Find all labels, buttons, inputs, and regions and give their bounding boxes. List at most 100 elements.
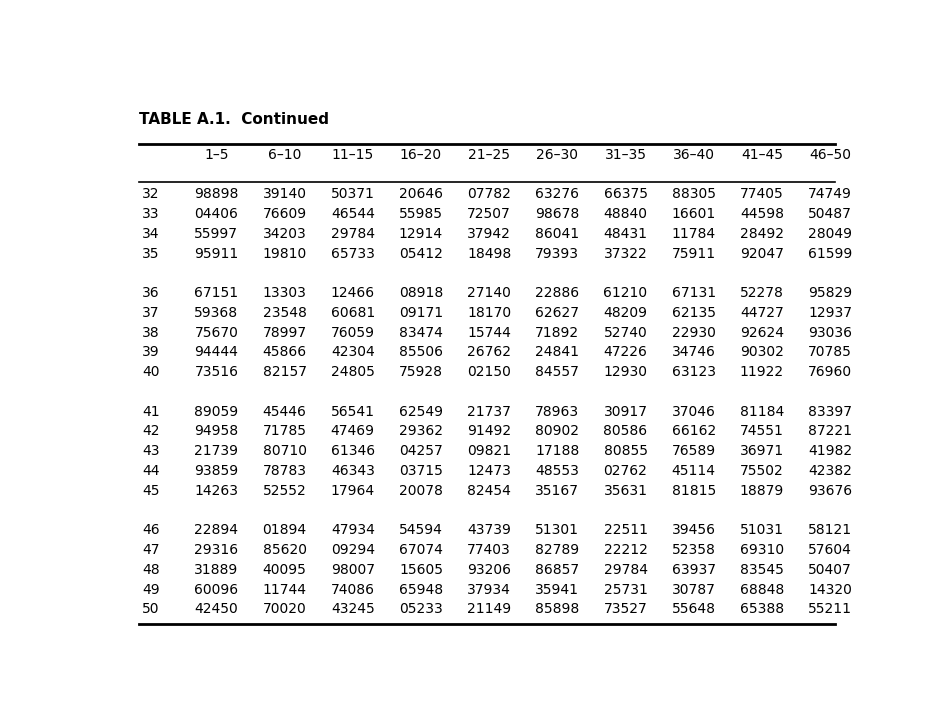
Text: 47934: 47934 bbox=[330, 523, 374, 537]
Text: 09171: 09171 bbox=[399, 306, 443, 320]
Text: 93206: 93206 bbox=[467, 563, 511, 577]
Text: 13303: 13303 bbox=[263, 286, 306, 300]
Text: 94958: 94958 bbox=[195, 425, 239, 438]
Text: 86857: 86857 bbox=[535, 563, 579, 577]
Text: 16601: 16601 bbox=[671, 207, 716, 221]
Text: 83397: 83397 bbox=[808, 405, 852, 419]
Text: 32: 32 bbox=[142, 187, 160, 201]
Text: 48840: 48840 bbox=[604, 207, 648, 221]
Text: 56541: 56541 bbox=[330, 405, 374, 419]
Text: 03715: 03715 bbox=[399, 464, 443, 478]
Text: 17188: 17188 bbox=[535, 444, 579, 458]
Text: 61346: 61346 bbox=[330, 444, 374, 458]
Text: 42304: 42304 bbox=[331, 345, 374, 360]
Text: 66162: 66162 bbox=[671, 425, 716, 438]
Text: 68848: 68848 bbox=[739, 583, 784, 596]
Text: 93036: 93036 bbox=[808, 325, 852, 340]
Text: 88305: 88305 bbox=[672, 187, 716, 201]
Text: 12937: 12937 bbox=[808, 306, 852, 320]
Text: 80586: 80586 bbox=[604, 425, 648, 438]
Text: 6–10: 6–10 bbox=[268, 148, 301, 162]
Text: 59368: 59368 bbox=[195, 306, 239, 320]
Text: 67074: 67074 bbox=[399, 543, 443, 557]
Text: 38: 38 bbox=[142, 325, 160, 340]
Text: 82454: 82454 bbox=[467, 484, 511, 498]
Text: 29784: 29784 bbox=[330, 227, 374, 241]
Text: 39: 39 bbox=[142, 345, 160, 360]
Text: 02150: 02150 bbox=[467, 365, 511, 379]
Text: 62549: 62549 bbox=[399, 405, 443, 419]
Text: 35941: 35941 bbox=[535, 583, 579, 596]
Text: 76609: 76609 bbox=[262, 207, 307, 221]
Text: 76589: 76589 bbox=[672, 444, 716, 458]
Text: 45114: 45114 bbox=[672, 464, 716, 478]
Text: 20646: 20646 bbox=[399, 187, 443, 201]
Text: 67151: 67151 bbox=[195, 286, 239, 300]
Text: 44727: 44727 bbox=[740, 306, 783, 320]
Text: 12473: 12473 bbox=[467, 464, 511, 478]
Text: 29784: 29784 bbox=[604, 563, 648, 577]
Text: 33: 33 bbox=[142, 207, 160, 221]
Text: 93676: 93676 bbox=[808, 484, 852, 498]
Text: 26–30: 26–30 bbox=[536, 148, 578, 162]
Text: 75911: 75911 bbox=[672, 247, 716, 260]
Text: 67131: 67131 bbox=[672, 286, 716, 300]
Text: 85506: 85506 bbox=[399, 345, 443, 360]
Text: 16–20: 16–20 bbox=[400, 148, 442, 162]
Text: 43: 43 bbox=[142, 444, 160, 458]
Text: 73527: 73527 bbox=[604, 603, 648, 616]
Text: 98007: 98007 bbox=[330, 563, 374, 577]
Text: 11922: 11922 bbox=[739, 365, 784, 379]
Text: 18879: 18879 bbox=[739, 484, 784, 498]
Text: 58121: 58121 bbox=[808, 523, 852, 537]
Text: 36: 36 bbox=[142, 286, 160, 300]
Text: 28049: 28049 bbox=[808, 227, 852, 241]
Text: 55211: 55211 bbox=[808, 603, 852, 616]
Text: 37322: 37322 bbox=[604, 247, 648, 260]
Text: 14320: 14320 bbox=[808, 583, 852, 596]
Text: 76960: 76960 bbox=[808, 365, 852, 379]
Text: 57604: 57604 bbox=[808, 543, 852, 557]
Text: 80855: 80855 bbox=[604, 444, 648, 458]
Text: 77405: 77405 bbox=[740, 187, 783, 201]
Text: 34: 34 bbox=[142, 227, 160, 241]
Text: 48553: 48553 bbox=[535, 464, 579, 478]
Text: 34746: 34746 bbox=[672, 345, 716, 360]
Text: 21737: 21737 bbox=[467, 405, 511, 419]
Text: 90302: 90302 bbox=[740, 345, 783, 360]
Text: 92047: 92047 bbox=[740, 247, 783, 260]
Text: 36–40: 36–40 bbox=[673, 148, 715, 162]
Text: 12914: 12914 bbox=[399, 227, 443, 241]
Text: 35167: 35167 bbox=[535, 484, 579, 498]
Text: 07782: 07782 bbox=[467, 187, 511, 201]
Text: 50371: 50371 bbox=[330, 187, 374, 201]
Text: 48: 48 bbox=[142, 563, 160, 577]
Text: 89059: 89059 bbox=[195, 405, 239, 419]
Text: 74749: 74749 bbox=[808, 187, 852, 201]
Text: 30787: 30787 bbox=[672, 583, 716, 596]
Text: 95829: 95829 bbox=[808, 286, 852, 300]
Text: 94444: 94444 bbox=[195, 345, 239, 360]
Text: 22212: 22212 bbox=[604, 543, 648, 557]
Text: 61210: 61210 bbox=[604, 286, 648, 300]
Text: 46343: 46343 bbox=[330, 464, 374, 478]
Text: 11–15: 11–15 bbox=[331, 148, 373, 162]
Text: 65733: 65733 bbox=[330, 247, 374, 260]
Text: 35: 35 bbox=[142, 247, 160, 260]
Text: 55648: 55648 bbox=[672, 603, 716, 616]
Text: 77403: 77403 bbox=[467, 543, 511, 557]
Text: 46: 46 bbox=[142, 523, 160, 537]
Text: 40095: 40095 bbox=[263, 563, 306, 577]
Text: 43739: 43739 bbox=[467, 523, 511, 537]
Text: 81815: 81815 bbox=[671, 484, 716, 498]
Text: 62627: 62627 bbox=[535, 306, 579, 320]
Text: 21149: 21149 bbox=[467, 603, 511, 616]
Text: 63276: 63276 bbox=[535, 187, 579, 201]
Text: 39140: 39140 bbox=[263, 187, 307, 201]
Text: 05412: 05412 bbox=[399, 247, 443, 260]
Text: 29362: 29362 bbox=[399, 425, 443, 438]
Text: 60096: 60096 bbox=[195, 583, 239, 596]
Text: 11784: 11784 bbox=[672, 227, 716, 241]
Text: 23548: 23548 bbox=[263, 306, 306, 320]
Text: 40: 40 bbox=[142, 365, 160, 379]
